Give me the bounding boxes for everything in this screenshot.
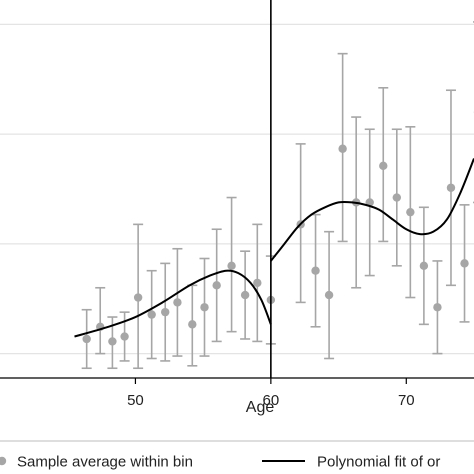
data-points bbox=[82, 111, 474, 346]
data-point-27 bbox=[460, 259, 469, 268]
data-point-22 bbox=[392, 193, 402, 202]
fit-lines bbox=[74, 158, 474, 338]
data-point-21 bbox=[379, 161, 388, 171]
plot-background bbox=[0, 0, 474, 378]
data-point-11 bbox=[227, 261, 236, 271]
error-bar-1 bbox=[95, 286, 106, 355]
legend-label-fit: Polynomial fit of or bbox=[317, 454, 440, 471]
data-point-18 bbox=[338, 144, 347, 153]
legend-entry-fit: Polynomial fit of or bbox=[262, 454, 440, 471]
x-ticks: 50 60 70 bbox=[127, 378, 415, 409]
legend-entry-points: Sample average within bin bbox=[0, 454, 193, 471]
data-point-5 bbox=[147, 310, 156, 319]
x-tick-label-1: 60 bbox=[263, 392, 280, 409]
x-tick-label-0: 50 bbox=[127, 392, 144, 409]
data-point-9 bbox=[200, 303, 209, 312]
data-point-23 bbox=[406, 207, 415, 217]
x-tick-label-2: 70 bbox=[398, 392, 415, 409]
data-point-7 bbox=[173, 298, 182, 307]
data-point-3 bbox=[120, 332, 129, 341]
data-point-25 bbox=[433, 303, 442, 312]
data-point-10 bbox=[212, 281, 221, 290]
data-point-16 bbox=[311, 266, 320, 275]
legend-frame bbox=[0, 440, 474, 442]
data-point-4 bbox=[133, 293, 143, 302]
data-point-6 bbox=[161, 307, 170, 317]
fit-line-segment-0 bbox=[74, 269, 272, 338]
x-axis-title: Age bbox=[246, 399, 275, 416]
legend-label-points: Sample average within bin bbox=[17, 454, 193, 471]
data-point-2 bbox=[108, 337, 117, 346]
legend: Sample average within bin Polynomial fit… bbox=[0, 440, 474, 471]
data-point-26 bbox=[446, 183, 456, 192]
data-point-0 bbox=[82, 334, 91, 344]
data-point-8 bbox=[188, 320, 197, 329]
legend-dot-marker bbox=[0, 456, 7, 466]
fit-line-segment-1 bbox=[270, 158, 474, 262]
data-point-12 bbox=[240, 290, 250, 300]
data-point-24 bbox=[419, 261, 429, 271]
data-point-17 bbox=[324, 290, 334, 300]
data-point-13 bbox=[253, 278, 262, 288]
grid-lines bbox=[0, 23, 474, 355]
